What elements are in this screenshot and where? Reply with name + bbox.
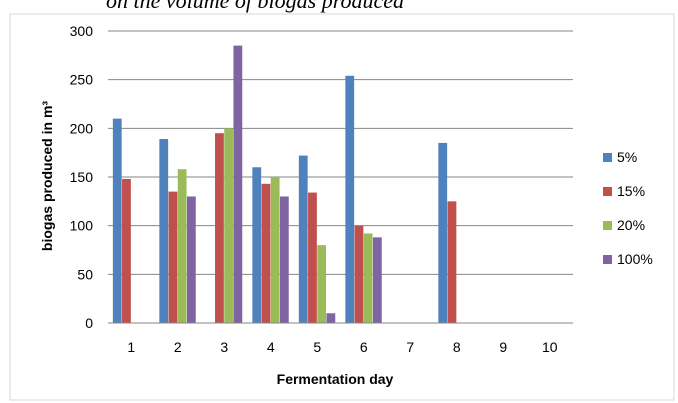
bar — [112, 118, 122, 323]
bar — [186, 196, 196, 323]
bar — [372, 237, 382, 323]
legend-swatch — [603, 221, 612, 230]
y-tick-label: 0 — [85, 315, 93, 331]
legend-label: 20% — [617, 217, 645, 233]
x-tick-label: 7 — [406, 339, 414, 355]
x-tick-label: 10 — [542, 339, 558, 355]
y-tick-label: 150 — [70, 169, 94, 185]
bar — [270, 177, 280, 323]
x-tick-label: 8 — [453, 339, 461, 355]
bar — [177, 169, 187, 323]
bars — [112, 45, 457, 324]
legend-swatch — [603, 187, 612, 196]
bar — [317, 245, 327, 323]
x-axis-ticks: 1 2 3 4 5 6 7 8 9 10 — [127, 339, 557, 355]
bar — [224, 128, 234, 323]
x-axis-label: Fermentation day — [277, 371, 394, 387]
legend-swatch — [603, 153, 612, 162]
bar — [168, 191, 178, 323]
bar — [279, 196, 289, 323]
bar — [298, 155, 308, 323]
bar — [438, 142, 448, 323]
bar — [308, 192, 317, 323]
x-tick-label: 1 — [127, 339, 135, 355]
legend-label: 15% — [617, 183, 645, 199]
legend-label: 5% — [617, 149, 637, 165]
bar — [354, 225, 364, 323]
bar — [345, 75, 355, 324]
y-tick-label: 50 — [77, 266, 93, 282]
legend-label: 100% — [617, 251, 653, 267]
chart-border — [9, 13, 675, 401]
bar — [215, 133, 224, 323]
x-tick-label: 2 — [174, 339, 182, 355]
y-tick-label: 300 — [70, 23, 94, 39]
figure-caption: on the volume of biogas produced — [106, 0, 404, 13]
y-tick-label: 200 — [70, 120, 94, 136]
gridlines — [108, 30, 573, 275]
bar — [261, 183, 271, 323]
x-tick-label: 4 — [267, 339, 275, 355]
y-tick-label: 100 — [70, 218, 94, 234]
x-tick-label: 3 — [220, 339, 228, 355]
legend-swatch — [603, 255, 612, 264]
bar — [233, 45, 243, 323]
bar — [363, 233, 373, 323]
x-tick-label: 9 — [499, 339, 507, 355]
bar — [447, 201, 457, 323]
y-axis-label: biogas produced in m³ — [39, 101, 55, 251]
x-tick-label: 6 — [360, 339, 368, 355]
bar — [122, 178, 131, 323]
y-tick-label: 250 — [70, 72, 94, 88]
bar — [252, 167, 262, 323]
bar — [159, 139, 169, 323]
bar — [326, 313, 336, 323]
legend: 5% 15% 20% 100% — [603, 149, 653, 267]
y-axis-ticks: 0 50 100 150 200 250 300 — [70, 23, 94, 331]
x-tick-label: 5 — [313, 339, 321, 355]
